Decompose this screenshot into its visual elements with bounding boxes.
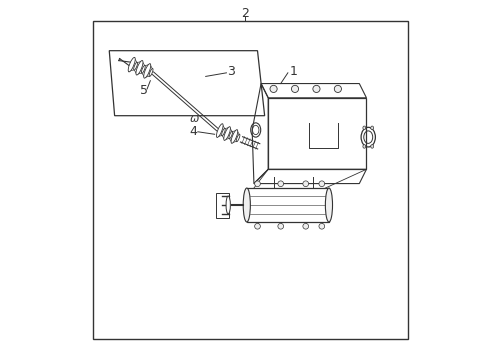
Text: 2: 2: [241, 8, 249, 21]
Text: 3: 3: [227, 64, 235, 77]
Circle shape: [270, 85, 277, 93]
Circle shape: [319, 224, 325, 229]
Circle shape: [278, 181, 284, 186]
Ellipse shape: [221, 128, 225, 136]
Circle shape: [278, 224, 284, 229]
Text: 4: 4: [189, 125, 197, 138]
Ellipse shape: [363, 145, 366, 148]
Bar: [247, 188, 329, 222]
Circle shape: [334, 85, 342, 93]
Circle shape: [303, 181, 309, 186]
Circle shape: [255, 224, 260, 229]
Ellipse shape: [142, 66, 145, 73]
Circle shape: [292, 85, 298, 93]
Ellipse shape: [149, 68, 153, 76]
Ellipse shape: [224, 127, 230, 140]
Ellipse shape: [226, 196, 230, 214]
Ellipse shape: [134, 62, 138, 70]
Circle shape: [313, 85, 320, 93]
Ellipse shape: [243, 188, 250, 222]
Bar: [217, 193, 229, 217]
Ellipse shape: [217, 124, 223, 138]
Ellipse shape: [363, 126, 366, 130]
Ellipse shape: [325, 188, 333, 222]
Circle shape: [303, 224, 309, 229]
Text: 5: 5: [140, 84, 148, 97]
Circle shape: [319, 181, 325, 186]
Ellipse shape: [231, 130, 238, 143]
Text: $\omega$: $\omega$: [189, 113, 200, 123]
Ellipse shape: [371, 126, 373, 130]
Circle shape: [255, 181, 260, 186]
Ellipse shape: [236, 134, 240, 142]
Ellipse shape: [128, 57, 135, 72]
Ellipse shape: [371, 145, 373, 148]
Ellipse shape: [144, 64, 151, 78]
Ellipse shape: [229, 131, 233, 139]
Text: 1: 1: [289, 64, 297, 77]
Bar: [93, 21, 408, 339]
Ellipse shape: [136, 60, 143, 75]
